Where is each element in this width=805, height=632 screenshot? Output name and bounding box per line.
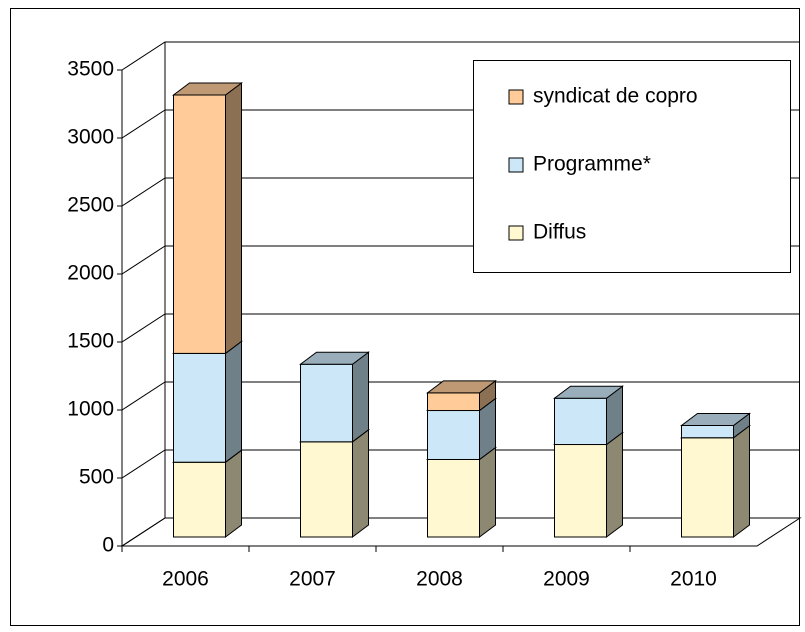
bar-top [426,380,497,394]
grid-line [121,313,800,343]
legend-label: Programme* [533,153,651,176]
grid-line [121,381,800,411]
bar-segment [554,397,607,446]
bar-side [225,82,242,355]
bar-segment [554,444,607,538]
bar-segment [300,363,353,443]
bar-segment [300,441,353,538]
legend-box [473,60,791,273]
legend: syndicat de copro Programme* Diffus [473,60,791,273]
bar-side [606,431,623,538]
legend-swatch [508,89,524,105]
bar-side [225,340,242,464]
bar-side [733,424,750,538]
grid-line [121,41,800,71]
bar-segment [681,437,734,538]
bar-side [225,449,242,538]
legend-swatch [508,225,524,241]
bar-segment [173,461,226,538]
bar-segment [173,94,226,354]
bar-side [352,428,369,538]
bar-top [680,412,751,426]
x-tick-label: 2008 [416,568,463,591]
y-tick-label: 500 [79,466,114,489]
x-tick-label: 2007 [289,568,336,591]
y-tick-label: 1500 [67,330,114,353]
bar-top [553,385,624,399]
bar-side [479,446,496,538]
bar-side [352,351,369,443]
y-tick-label: 2500 [67,194,114,217]
y-tick-label: 3500 [67,58,114,81]
y-tick-label: 2000 [67,262,114,285]
y-tick-label: 3000 [67,126,114,149]
bar-top [299,351,370,365]
bar-top [172,82,243,96]
legend-swatch [508,157,524,173]
legend-label: Diffus [533,221,586,244]
bar-segment [427,410,480,460]
bar-segment [173,352,226,463]
x-tick-label: 2009 [543,568,590,591]
y-tick-label: 1000 [67,398,114,421]
bar-segment [427,458,480,538]
bar-segment [681,424,734,439]
x-tick-label: 2006 [162,568,209,591]
x-tick-label: 2010 [670,568,717,591]
bar-segment [427,392,480,412]
y-tick-label: 0 [102,534,114,557]
legend-label: syndicat de copro [533,85,698,108]
